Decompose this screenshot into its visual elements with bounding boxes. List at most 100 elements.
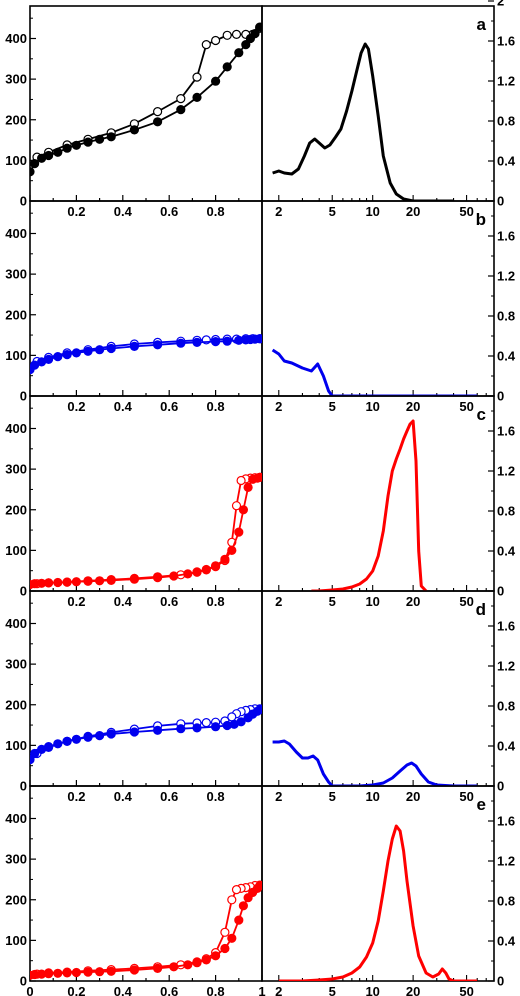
adsorption-series-point (71, 348, 82, 358)
adsorption-series-point (192, 567, 202, 577)
y2-tick-label: 0 (497, 779, 504, 794)
adsorption-series-point (234, 915, 244, 925)
desorption-series-line (36, 476, 260, 585)
adsorption-series-point (201, 564, 211, 575)
psd-line (278, 824, 478, 981)
adsorption-series-point (153, 725, 163, 735)
adsorption-series-point (255, 881, 262, 891)
adsorption-series-point (106, 132, 116, 142)
y-tick-label: 0 (20, 779, 27, 794)
x-tick-label: 0.6 (160, 984, 178, 996)
adsorption-series-point (211, 337, 221, 347)
x-tick-label: 0.6 (160, 594, 178, 609)
x2-tick-label: 2 (275, 399, 282, 414)
adsorption-series-point (169, 571, 179, 581)
adsorption-series-point (243, 482, 253, 492)
adsorption-series-point (227, 933, 237, 943)
x2-tick-label: 5 (329, 789, 336, 804)
adsorption-series-point (94, 345, 105, 355)
adsorption-series-point (129, 341, 139, 351)
y2-tick-label: 1.2 (497, 74, 515, 89)
adsorption-series-point (62, 577, 72, 587)
y-tick-label: 400 (5, 226, 27, 241)
y2-tick-label: 2 (497, 0, 504, 9)
adsorption-series-point (238, 505, 248, 515)
panel-d: 0 100 200 300 400 0.2 0.4 0.6 0.8 0 0.4 0.8 1.2 1.6 2 5… (5, 590, 516, 804)
adsorption-series-point (53, 577, 63, 588)
panel-label: c (477, 405, 486, 424)
x2-tick-label: 5 (329, 594, 336, 609)
y-tick-label: 300 (5, 657, 27, 672)
desorption-series-point (220, 927, 230, 937)
y-tick-label: 400 (5, 421, 27, 436)
adsorption-series (30, 22, 262, 177)
y-tick-label: 300 (5, 462, 27, 477)
adsorption-series-point (43, 150, 54, 161)
y2-tick-label: 1.2 (497, 854, 515, 869)
adsorption-series (30, 334, 262, 375)
x2-tick-label: 2 (275, 789, 282, 804)
y2-tick-label: 0 (497, 389, 504, 404)
x2-tick-label: 50 (459, 594, 473, 609)
desorption-series-point (231, 29, 242, 40)
adsorption-series-point (106, 966, 116, 976)
adsorption-series-point (250, 28, 260, 39)
psd-axes-frame (261, 785, 495, 982)
adsorption-series-point (220, 554, 230, 564)
x2-tick-label: 5 (329, 204, 336, 219)
y-tick-label: 300 (5, 852, 27, 867)
adsorption-series-point (241, 39, 251, 50)
y2-tick-label: 1.6 (497, 619, 515, 634)
x-tick-label: 0.4 (114, 204, 133, 219)
adsorption-series-point (176, 104, 186, 115)
isotherm-axes-frame (29, 200, 263, 397)
y-tick-label: 100 (5, 543, 27, 558)
y-tick-label: 100 (5, 348, 27, 363)
y-tick-label: 0 (20, 389, 27, 404)
desorption-series-line (36, 27, 261, 158)
adsorption-series-point (129, 965, 139, 975)
x-tick-label: 0.2 (67, 204, 85, 219)
y2-tick-label: 1.2 (497, 269, 515, 284)
desorption-series-point (192, 72, 202, 82)
x-tick-label: 0.4 (114, 594, 133, 609)
adsorption-series-point (183, 569, 193, 579)
y-tick-label: 200 (5, 112, 27, 127)
desorption-series-point (201, 39, 211, 50)
desorption-series-point (211, 35, 221, 46)
x2-tick-label: 5 (329, 984, 336, 996)
y-tick-label: 400 (5, 616, 27, 631)
y-tick-label: 400 (5, 811, 27, 826)
x-tick-label: 0.6 (160, 789, 178, 804)
y-tick-label: 0 (20, 194, 27, 209)
adsorption-series-point (234, 527, 244, 537)
adsorption-series-point (71, 967, 82, 978)
psd-series (271, 348, 478, 396)
x-tick-label: 0.8 (207, 789, 225, 804)
x2-tick-label: 20 (406, 399, 420, 414)
psd-series (311, 419, 428, 591)
psd-series (272, 739, 478, 786)
y2-tick-label: 1.2 (497, 659, 515, 674)
y2-tick-label: 1.2 (497, 464, 515, 479)
y2-tick-label: 1.6 (497, 34, 515, 49)
adsorption-series-point (153, 572, 163, 583)
adsorption-series-point (169, 962, 179, 972)
y-tick-label: 100 (5, 738, 27, 753)
x2-tick-label: 20 (406, 204, 420, 219)
y-tick-label: 0 (20, 584, 27, 599)
psd-series (272, 42, 454, 201)
desorption-series-point (231, 501, 242, 511)
adsorption-series-point (211, 722, 221, 732)
adsorption-series-point (255, 22, 262, 32)
adsorption-series-point (53, 147, 63, 157)
adsorption-series-point (211, 76, 221, 86)
adsorption-series-point (62, 350, 72, 360)
adsorption-series (30, 881, 262, 980)
adsorption-series-point (53, 739, 63, 749)
psd-series (278, 824, 478, 981)
y2-tick-label: 1.6 (497, 229, 515, 244)
y-tick-label: 200 (5, 502, 27, 517)
y2-tick-label: 0.8 (497, 114, 515, 129)
